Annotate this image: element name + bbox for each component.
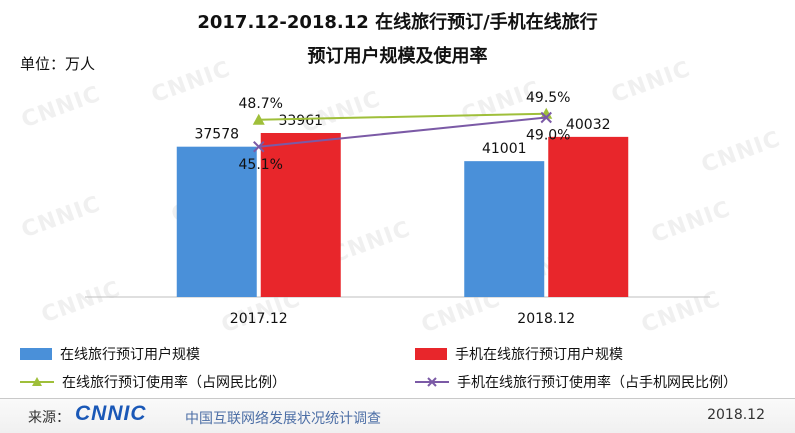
rate-value-label: 49.0%: [526, 128, 570, 144]
legend-label: 在线旅行预订用户规模: [60, 347, 200, 363]
report-name: 中国互联网络发展状况统计调查: [185, 411, 381, 427]
legend-item-mobile-users: 手机在线旅行预订用户规模: [415, 344, 623, 364]
bar-mobile-0: [260, 132, 341, 297]
rate-point-triangle: [252, 113, 265, 125]
rate-value-label: 49.5%: [526, 90, 570, 106]
bar-line-chart: 37578 41001 33961 40032 2017.12 2018.12 48.7% 4…: [85, 90, 710, 327]
bar-mobile-1: [548, 136, 629, 297]
legend-label: 手机在线旅行预订用户规模: [455, 347, 623, 363]
bar-value-label: 40032: [566, 117, 611, 133]
legend-label: 在线旅行预订使用率（占网民比例）: [62, 375, 286, 391]
rate-line-0: [258, 112, 547, 121]
footer-bar: 来源： CNNIC 中国互联网络发展状况统计调查 2018.12: [0, 398, 795, 433]
legend-swatch-red: [415, 348, 447, 360]
legend-swatch-blue: [20, 348, 52, 360]
legend-item-online-rate: 在线旅行预订使用率（占网民比例）: [20, 372, 286, 392]
cnnic-logo: CNNIC: [75, 402, 147, 425]
legend-triangle-icon: [20, 377, 54, 386]
legend-label: 手机在线旅行预订使用率（占手机网民比例）: [457, 375, 737, 391]
x-tick-label: 2018.12: [517, 311, 575, 327]
rate-value-label: 45.1%: [239, 157, 283, 173]
rate-line-1: [258, 116, 547, 148]
bar-online-0: [176, 146, 257, 297]
chart-title-line2: 预订用户规模及使用率: [307, 46, 488, 67]
rate-point-x: [540, 111, 552, 124]
chart-title-line1: 2017.12-2018.12 在线旅行预订/手机在线旅行: [197, 12, 598, 33]
bar-value-label: 33961: [278, 113, 323, 129]
bar-value-label: 41001: [482, 141, 527, 157]
rate-value-label: 48.7%: [239, 96, 283, 112]
report-date: 2018.12: [707, 407, 765, 423]
legend-x-icon: [415, 377, 449, 387]
x-tick-label: 2017.12: [230, 311, 288, 327]
bar-online-1: [464, 161, 545, 297]
bar-value-label: 37578: [194, 127, 239, 143]
rate-point-triangle: [540, 107, 553, 119]
source-label: 来源：: [28, 410, 70, 426]
unit-label: 单位：万人: [20, 55, 96, 73]
legend-item-mobile-rate: 手机在线旅行预订使用率（占手机网民比例）: [415, 372, 737, 392]
legend-item-online-users: 在线旅行预订用户规模: [20, 344, 200, 364]
rate-point-x: [253, 141, 265, 153]
